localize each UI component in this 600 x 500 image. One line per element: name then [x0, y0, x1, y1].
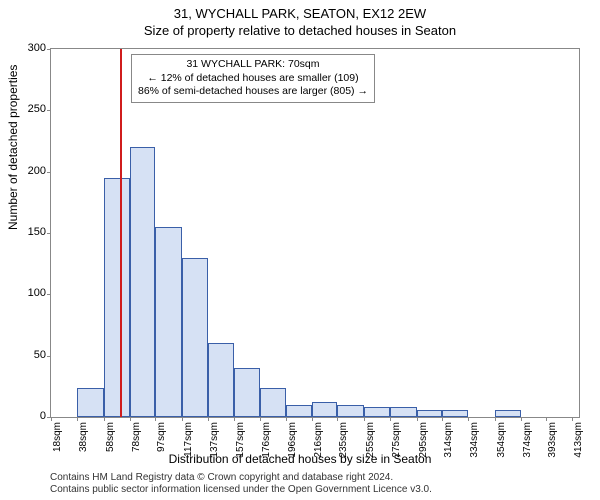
histogram-bar [390, 407, 416, 417]
histogram-bar [364, 407, 390, 417]
x-tick-label: 157sqm [235, 422, 246, 462]
x-tick-mark [234, 417, 235, 421]
x-tick-mark [312, 417, 313, 421]
x-tick-label: 18sqm [52, 422, 63, 462]
x-tick-mark [442, 417, 443, 421]
y-tick-mark [47, 356, 51, 357]
x-tick-label: 354sqm [496, 422, 507, 462]
attribution-line1: Contains HM Land Registry data © Crown c… [50, 472, 580, 484]
y-tick-mark [47, 294, 51, 295]
x-tick-label: 393sqm [547, 422, 558, 462]
x-tick-mark [182, 417, 183, 421]
x-axis-label: Distribution of detached houses by size … [0, 452, 600, 466]
x-tick-mark [546, 417, 547, 421]
x-tick-mark [572, 417, 573, 421]
histogram-bar [77, 388, 103, 417]
x-tick-label: 275sqm [391, 422, 402, 462]
x-tick-mark [337, 417, 338, 421]
x-tick-label: 235sqm [338, 422, 349, 462]
info-box: 31 WYCHALL PARK: 70sqm← 12% of detached … [131, 54, 375, 103]
y-tick-mark [47, 233, 51, 234]
histogram-bar [208, 343, 234, 417]
x-tick-mark [77, 417, 78, 421]
x-tick-mark [286, 417, 287, 421]
y-tick-label: 200 [28, 165, 46, 177]
x-tick-label: 196sqm [287, 422, 298, 462]
histogram-bar [260, 388, 286, 417]
histogram-bar [337, 405, 363, 417]
x-tick-label: 38sqm [78, 422, 89, 462]
x-tick-label: 413sqm [573, 422, 584, 462]
y-tick-label: 300 [28, 42, 46, 54]
histogram-bar [104, 178, 130, 417]
x-tick-mark [104, 417, 105, 421]
y-tick-label: 100 [28, 287, 46, 299]
attribution-line2: Contains public sector information licen… [50, 484, 580, 496]
info-box-line: 31 WYCHALL PARK: 70sqm [138, 58, 368, 72]
info-box-line: ← 12% of detached houses are smaller (10… [138, 72, 368, 86]
x-tick-label: 374sqm [522, 422, 533, 462]
info-box-line: 86% of semi-detached houses are larger (… [138, 85, 368, 99]
x-tick-mark [390, 417, 391, 421]
y-tick-label: 50 [34, 349, 46, 361]
histogram-bar [495, 410, 521, 417]
histogram-bar [417, 410, 442, 417]
x-tick-label: 334sqm [469, 422, 480, 462]
page-title-main: 31, WYCHALL PARK, SEATON, EX12 2EW [0, 0, 600, 21]
histogram-bar [442, 410, 468, 417]
x-tick-mark [130, 417, 131, 421]
y-tick-label: 250 [28, 103, 46, 115]
x-tick-label: 97sqm [156, 422, 167, 462]
histogram-bar [130, 147, 155, 417]
y-tick-label: 150 [28, 226, 46, 238]
x-tick-label: 255sqm [365, 422, 376, 462]
page-title-sub: Size of property relative to detached ho… [0, 21, 600, 38]
x-tick-mark [155, 417, 156, 421]
x-tick-label: 176sqm [261, 422, 272, 462]
y-tick-mark [47, 172, 51, 173]
x-tick-mark [417, 417, 418, 421]
y-tick-mark [47, 110, 51, 111]
y-tick-mark [47, 49, 51, 50]
x-tick-mark [468, 417, 469, 421]
histogram-bar [155, 227, 181, 417]
reference-line [120, 49, 122, 417]
attribution-text: Contains HM Land Registry data © Crown c… [50, 472, 580, 496]
y-axis-label: Number of detached properties [6, 65, 20, 230]
histogram-bar [312, 402, 337, 417]
histogram-plot: 31 WYCHALL PARK: 70sqm← 12% of detached … [50, 48, 580, 418]
x-tick-mark [208, 417, 209, 421]
x-tick-label: 58sqm [105, 422, 116, 462]
x-tick-label: 117sqm [183, 422, 194, 462]
x-tick-mark [495, 417, 496, 421]
x-tick-label: 78sqm [131, 422, 142, 462]
x-tick-mark [364, 417, 365, 421]
x-tick-label: 216sqm [313, 422, 324, 462]
x-tick-label: 314sqm [443, 422, 454, 462]
histogram-bar [234, 368, 259, 417]
x-tick-mark [521, 417, 522, 421]
x-tick-mark [260, 417, 261, 421]
histogram-bar [286, 405, 312, 417]
histogram-bar [182, 258, 208, 417]
x-tick-label: 295sqm [418, 422, 429, 462]
x-tick-mark [51, 417, 52, 421]
x-tick-label: 137sqm [209, 422, 220, 462]
y-tick-label: 0 [40, 410, 46, 422]
